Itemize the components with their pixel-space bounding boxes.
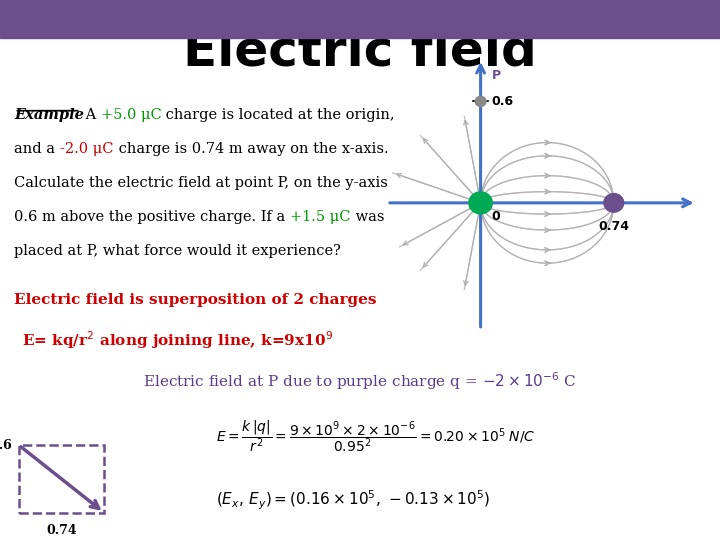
Bar	[19, 445, 104, 512]
Text: placed at P, what force would it experience?: placed at P, what force would it experie…	[14, 244, 341, 258]
Text: charge is located at the origin,: charge is located at the origin,	[161, 108, 395, 122]
Text: 0.6: 0.6	[492, 95, 513, 108]
Text: -2.0 μC: -2.0 μC	[60, 142, 114, 156]
Text: Electric field is superposition of 2 charges: Electric field is superposition of 2 cha…	[14, 293, 377, 307]
Text: Electric field at P due to purple charge q = $-2\times10^{-6}$ C: Electric field at P due to purple charge…	[143, 370, 577, 392]
Text: $\left(E_x,\,E_y\right) = \left(0.16\times10^5,\,-0.13\times10^5\right)$: $\left(E_x,\,E_y\right) = \left(0.16\tim…	[216, 489, 490, 512]
Circle shape	[604, 193, 624, 212]
Text: 0: 0	[492, 210, 500, 222]
Text: +1.5 μC: +1.5 μC	[290, 210, 351, 224]
Text: Calculate the electric field at point P, on the y-axis: Calculate the electric field at point P,…	[14, 176, 388, 190]
Circle shape	[469, 192, 492, 214]
Text: and a: and a	[14, 142, 60, 156]
Text: Electric field: Electric field	[183, 28, 537, 75]
Text: 0.74: 0.74	[46, 524, 76, 537]
Bar	[0, 0, 720, 38]
Text: 0.74: 0.74	[598, 220, 629, 233]
Circle shape	[475, 96, 486, 106]
Text: E= kq/r$^2$ along joining line, k=9x10$^9$: E= kq/r$^2$ along joining line, k=9x10$^…	[22, 329, 333, 351]
Text: Example: Example	[14, 108, 84, 122]
Text: P: P	[492, 70, 500, 83]
Text: $E = \dfrac{k\,|q|}{r^2} = \dfrac{9\times10^9\times2\times10^{-6}}{0.95^2} = 0.2: $E = \dfrac{k\,|q|}{r^2} = \dfrac{9\time…	[216, 418, 536, 455]
Text: charge is 0.74 m away on the x-axis.: charge is 0.74 m away on the x-axis.	[114, 142, 388, 156]
Text: 0.6: 0.6	[0, 438, 12, 451]
Text: 0.6 m above the positive charge. If a: 0.6 m above the positive charge. If a	[14, 210, 290, 224]
Text: +5.0 μC: +5.0 μC	[101, 108, 161, 122]
Text: was: was	[351, 210, 384, 224]
Text: A: A	[81, 108, 101, 122]
